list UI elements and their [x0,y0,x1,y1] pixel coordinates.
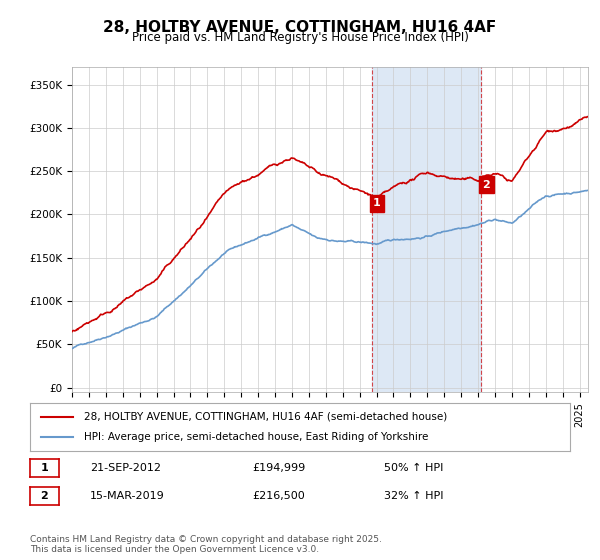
Text: 50% ↑ HPI: 50% ↑ HPI [384,463,443,473]
Text: Contains HM Land Registry data © Crown copyright and database right 2025.
This d: Contains HM Land Registry data © Crown c… [30,535,382,554]
Text: 1: 1 [373,198,381,208]
Text: £216,500: £216,500 [252,491,305,501]
Text: £194,999: £194,999 [252,463,305,473]
Text: 1: 1 [41,463,48,473]
Text: 21-SEP-2012: 21-SEP-2012 [90,463,161,473]
Text: 32% ↑ HPI: 32% ↑ HPI [384,491,443,501]
Text: 2: 2 [482,180,490,190]
Text: 15-MAR-2019: 15-MAR-2019 [90,491,165,501]
Text: 28, HOLTBY AVENUE, COTTINGHAM, HU16 4AF (semi-detached house): 28, HOLTBY AVENUE, COTTINGHAM, HU16 4AF … [84,412,447,422]
Text: 28, HOLTBY AVENUE, COTTINGHAM, HU16 4AF: 28, HOLTBY AVENUE, COTTINGHAM, HU16 4AF [103,20,497,35]
Text: 2: 2 [41,491,48,501]
Bar [372,67,481,392]
Text: Price paid vs. HM Land Registry's House Price Index (HPI): Price paid vs. HM Land Registry's House … [131,31,469,44]
Text: HPI: Average price, semi-detached house, East Riding of Yorkshire: HPI: Average price, semi-detached house,… [84,432,428,442]
